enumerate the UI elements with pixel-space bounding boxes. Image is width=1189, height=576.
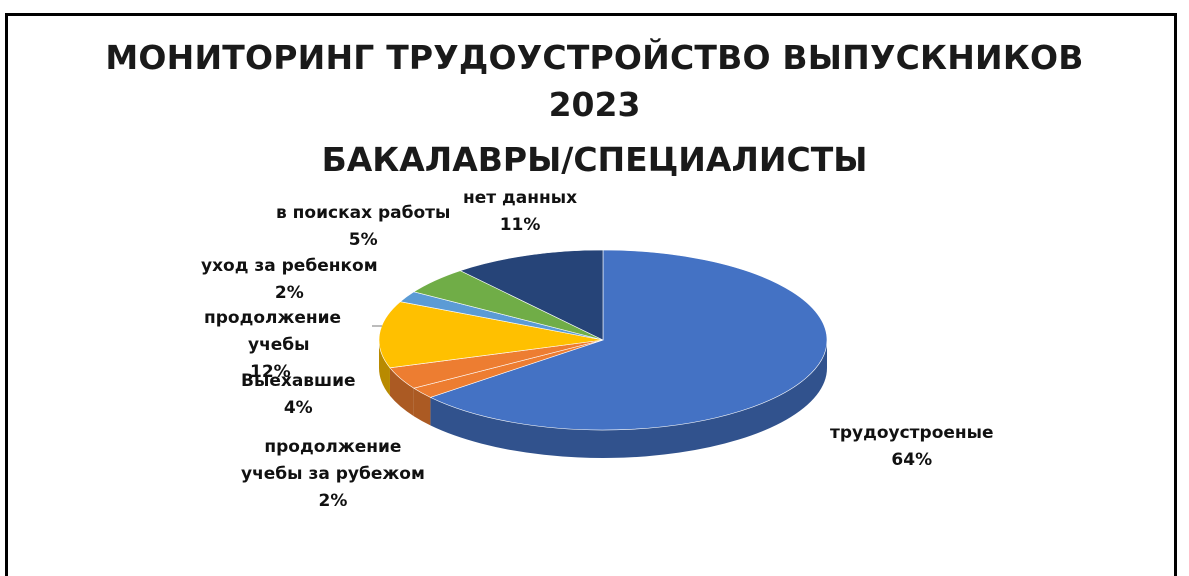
- label-study-abroad: продолжение учебы за рубежом 2%: [241, 434, 425, 515]
- label-no-data-name: нет данных: [463, 188, 578, 208]
- label-childcare-name: уход за ребенком: [201, 256, 378, 276]
- chart-title-line-1: МОНИТОРИНГ ТРУДОУСТРОЙСТВО ВЫПУСКНИКОВ: [105, 38, 1084, 77]
- label-job-search-pct: 5%: [348, 230, 378, 250]
- label-job-search: в поисках работы 5%: [276, 200, 450, 254]
- label-emigrated-pct: 4%: [283, 398, 313, 418]
- label-childcare-pct: 2%: [274, 283, 304, 303]
- label-emigrated-name: Выехавшие: [241, 371, 356, 391]
- label-emigrated: Выехавшие 4%: [241, 368, 356, 422]
- label-continue-study-name-1: продолжение: [204, 308, 342, 328]
- label-no-data-pct: 11%: [499, 215, 541, 235]
- label-employed-name: трудоустроеные: [830, 423, 994, 443]
- label-study-abroad-name-1: продолжение: [264, 437, 402, 457]
- label-continue-study-pct: 12%: [250, 362, 291, 382]
- chart-title-line-3: БАКАЛАВРЫ/СПЕЦИАЛИСТЫ: [321, 140, 868, 179]
- label-study-abroad-pct: 2%: [318, 491, 348, 511]
- pie-sides: [379, 340, 827, 459]
- label-childcare: уход за ребенком 2%: [201, 253, 378, 307]
- label-continue-study: продолжение учебы 12%: [204, 305, 341, 386]
- pie-top: [378, 249, 828, 431]
- slice-top-6: [459, 249, 604, 341]
- label-job-search-name: в поисках работы: [276, 203, 451, 223]
- slice-side-0: [430, 340, 827, 459]
- label-no-data: нет данных 11%: [463, 185, 577, 239]
- label-employed: трудоустроеные 64%: [830, 420, 994, 474]
- slice-top-0: [429, 249, 828, 431]
- label-study-abroad-name-2: учебы за рубежом: [241, 464, 425, 484]
- slice-side-2: [389, 367, 414, 417]
- slice-top-3: [378, 301, 604, 369]
- slice-side-3: [379, 340, 390, 396]
- label-employed-pct: 64%: [891, 450, 933, 470]
- label-continue-study-name-2: учебы: [248, 335, 310, 355]
- chart-title-line-2: 2023: [548, 85, 641, 124]
- slice-side-1: [413, 388, 431, 426]
